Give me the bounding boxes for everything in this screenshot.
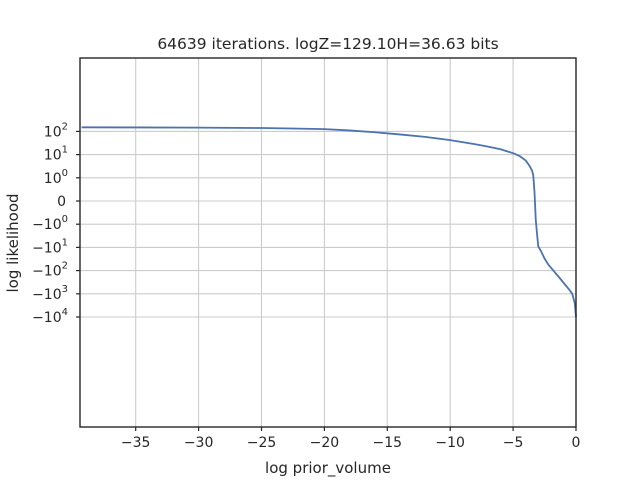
y-tick-label: −103 [32, 284, 68, 303]
grid-layer [80, 58, 577, 427]
x-tick-label: −30 [184, 435, 214, 451]
y-ticks: 102 101 100 0 −100 −101 −102 −103 −104 [32, 121, 80, 326]
x-ticks: −35 −30 −25 −20 −15 −10 −5 0 [121, 427, 581, 451]
y-tick-label: −104 [32, 307, 68, 326]
x-tick-label: −25 [247, 435, 277, 451]
x-tick-label: −10 [435, 435, 465, 451]
x-tick-label: 0 [572, 435, 581, 451]
y-tick-label: 0 [57, 194, 66, 210]
y-tick-label: −101 [32, 237, 68, 256]
x-tick-label: −5 [503, 435, 524, 451]
x-tick-label: −15 [373, 435, 403, 451]
x-axis-label: log prior_volume [265, 459, 391, 478]
y-tick-label: −102 [32, 261, 68, 280]
x-tick-label: −20 [310, 435, 340, 451]
y-tick-label: 101 [44, 145, 68, 164]
y-axis-label: log likelihood [4, 193, 22, 292]
axes-frame [79, 57, 577, 428]
series-line [81, 126, 577, 318]
y-tick-label: 102 [44, 121, 68, 140]
x-tick-label: −35 [121, 435, 151, 451]
y-tick-label: 100 [44, 168, 68, 187]
line-layer [81, 126, 577, 318]
y-tick-label: −100 [32, 214, 68, 233]
chart-title: 64639 iterations. logZ=129.10H=36.63 bit… [157, 35, 498, 53]
